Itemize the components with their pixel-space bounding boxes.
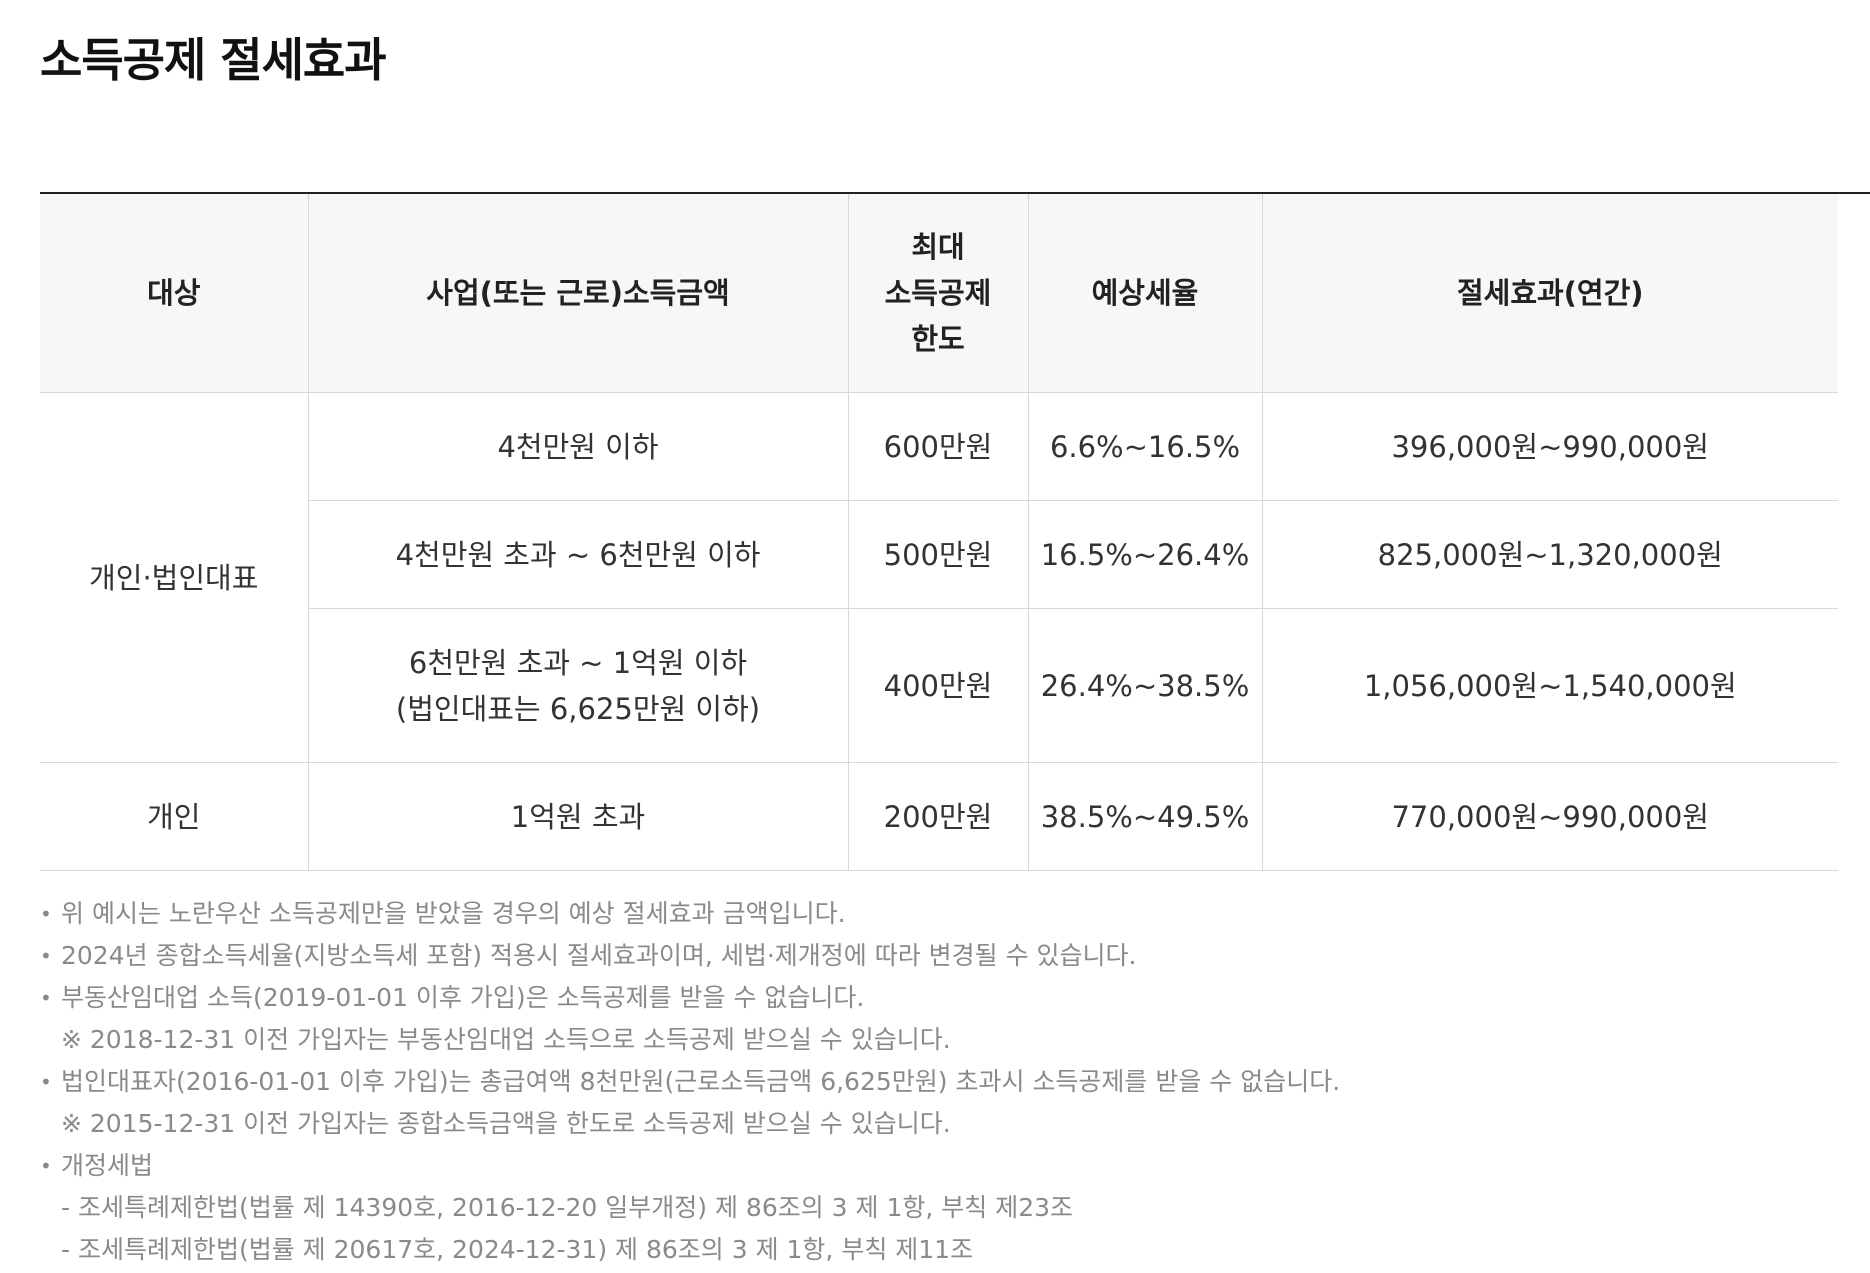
rate-cell: 16.5%~26.4% <box>1027 500 1263 609</box>
table-row: 개인 1억원 초과 200만원 38.5%~49.5% 770,000원~990… <box>40 762 1838 871</box>
note-text: 법인대표자(2016-01-01 이후 가입)는 총급여액 8천만원(근로소득금… <box>61 1067 1341 1096</box>
header-target: 대상 <box>40 194 309 393</box>
effect-cell: 1,056,000원~1,540,000원 <box>1261 608 1838 763</box>
limit-cell: 200만원 <box>847 762 1029 871</box>
header-limit-line1: 최대 <box>911 230 965 264</box>
note-item: • 2024년 종합소득세율(지방소득세 포함) 적용시 절세효과이며, 세법·… <box>40 935 1840 977</box>
income-cell-line2: (법인대표는 6,625만원 이하) <box>395 691 761 726</box>
limit-cell: 500만원 <box>847 500 1029 609</box>
table-row: 개인·법인대표 4천만원 이하 600만원 6.6%~16.5% 396,000… <box>40 392 1838 763</box>
income-cell-line1: 6천만원 초과 ~ 1억원 이하 <box>408 645 748 680</box>
income-cell: 4천만원 초과 ~ 6천만원 이하 <box>308 500 849 609</box>
table-top-rule <box>40 192 1870 194</box>
note-item: • 개정세법 - 조세특례제한법(법률 제 14390호, 2016-12-20… <box>40 1145 1840 1271</box>
bullet-dot-icon: • <box>40 986 52 1010</box>
income-cell: 4천만원 이하 <box>307 392 849 501</box>
note-subtext: ※ 2018-12-31 이전 가입자는 부동산임대업 소득으로 소득공제 받으… <box>61 1025 951 1054</box>
notes-list: • 위 예시는 노란우산 소득공제만을 받았을 경우의 예상 절세효과 금액입니… <box>40 893 1840 1271</box>
page-title: 소득공제 절세효과 <box>40 33 387 87</box>
bullet-dot-icon: • <box>40 1154 52 1178</box>
note-text: 부동산임대업 소득(2019-01-01 이후 가입)은 소득공제를 받을 수 … <box>61 983 865 1012</box>
note-subtext: - 조세특례제한법(법률 제 14390호, 2016-12-20 일부개정) … <box>61 1193 1074 1222</box>
header-limit-line2: 소득공제 <box>884 276 992 310</box>
effect-cell: 770,000원~990,000원 <box>1261 762 1838 871</box>
rate-cell: 6.6%~16.5% <box>1027 392 1263 501</box>
header-income: 사업(또는 근로)소득금액 <box>307 194 849 393</box>
note-item: • 법인대표자(2016-01-01 이후 가입)는 총급여액 8천만원(근로소… <box>40 1061 1840 1145</box>
group-individual-ceo: 개인·법인대표 <box>40 392 309 763</box>
header-limit: 최대 소득공제 한도 <box>847 194 1029 393</box>
note-subtext: ※ 2015-12-31 이전 가입자는 종합소득금액을 한도로 소득공제 받으… <box>61 1109 951 1138</box>
table-row: 6천만원 초과 ~ 1억원 이하 (법인대표는 6,625만원 이하) 400만… <box>40 608 1838 763</box>
header-effect: 절세효과(연간) <box>1261 194 1838 393</box>
note-text: 위 예시는 노란우산 소득공제만을 받았을 경우의 예상 절세효과 금액입니다. <box>61 899 846 928</box>
bullet-dot-icon: • <box>40 944 52 968</box>
note-item: • 위 예시는 노란우산 소득공제만을 받았을 경우의 예상 절세효과 금액입니… <box>40 893 1840 935</box>
note-item: • 부동산임대업 소득(2019-01-01 이후 가입)은 소득공제를 받을 … <box>40 977 1840 1061</box>
header-limit-line3: 한도 <box>911 322 965 356</box>
table-row: 4천만원 초과 ~ 6천만원 이하 500만원 16.5%~26.4% 825,… <box>40 500 1838 609</box>
note-subtext: - 조세특례제한법(법률 제 20617호, 2024-12-31) 제 86조… <box>61 1235 974 1264</box>
income-cell: 6천만원 초과 ~ 1억원 이하 (법인대표는 6,625만원 이하) <box>308 608 849 763</box>
effect-cell: 825,000원~1,320,000원 <box>1261 500 1838 609</box>
tax-saving-table: 대상 사업(또는 근로)소득금액 최대 소득공제 한도 예상세율 절세효과(연간… <box>40 194 1838 871</box>
note-text: 2024년 종합소득세율(지방소득세 포함) 적용시 절세효과이며, 세법·제개… <box>61 941 1137 970</box>
note-text: 개정세법 <box>61 1151 154 1180</box>
bullet-dot-icon: • <box>40 902 52 926</box>
limit-cell: 400만원 <box>847 608 1029 763</box>
group-individual: 개인 <box>40 762 309 871</box>
rate-cell: 38.5%~49.5% <box>1027 762 1263 871</box>
bullet-dot-icon: • <box>40 1070 52 1094</box>
limit-cell: 600만원 <box>847 392 1029 501</box>
effect-cell: 396,000원~990,000원 <box>1261 392 1838 501</box>
income-cell: 1억원 초과 <box>307 762 849 871</box>
rate-cell: 26.4%~38.5% <box>1027 608 1263 763</box>
header-rate: 예상세율 <box>1027 194 1263 393</box>
table-header-row: 대상 사업(또는 근로)소득금액 최대 소득공제 한도 예상세율 절세효과(연간… <box>40 194 1838 393</box>
